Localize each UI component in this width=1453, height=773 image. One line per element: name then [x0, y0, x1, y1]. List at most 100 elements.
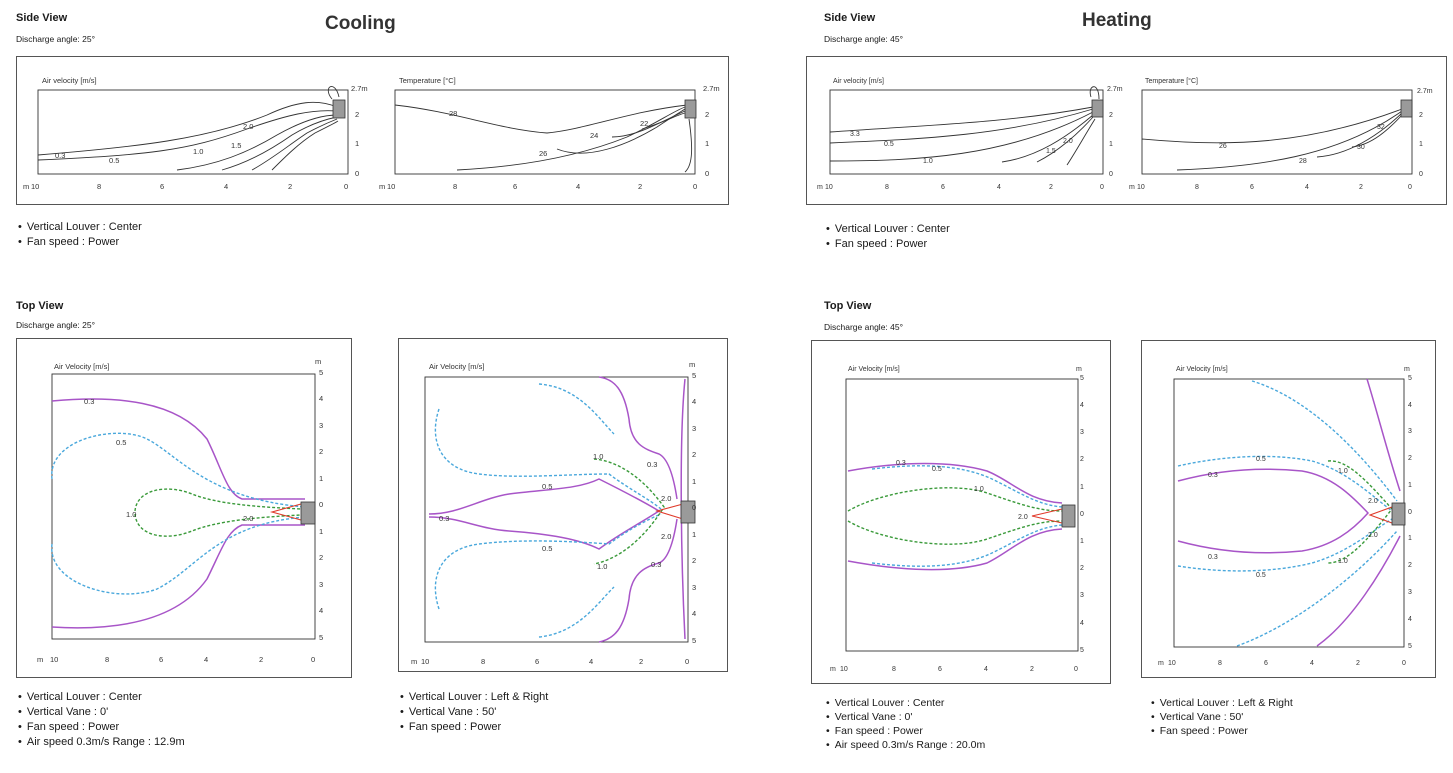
- x-tick: 0: [1402, 660, 1406, 667]
- contour-label: 0.5: [116, 438, 126, 447]
- note-item: Vertical Vane : 0': [18, 705, 185, 720]
- cooling-temp-label: Temperature [°C]: [399, 76, 456, 85]
- heating-mode-title: Heating: [1082, 10, 1152, 31]
- x-tick: 8: [105, 655, 109, 664]
- note-item: Air speed 0.3m/s Range : 20.0m: [826, 738, 986, 752]
- x-tick: 4: [984, 666, 988, 673]
- y-tick: 2: [319, 447, 323, 456]
- note-item: Vertical Vane : 50': [1151, 710, 1293, 724]
- y-tick: 4: [1080, 620, 1084, 627]
- y-tick: 1: [705, 139, 709, 148]
- cooling-velocity-indoor-unit: [332, 99, 346, 119]
- contour-label: 3.3: [850, 131, 860, 138]
- cooling-side-discharge: Discharge angle: 25°: [16, 34, 96, 44]
- indoor-unit: [300, 501, 316, 525]
- y-tick: 2: [692, 556, 696, 565]
- y-tick: 2: [1408, 562, 1412, 569]
- contour-label: 24: [590, 131, 598, 140]
- y-tick: 4: [1408, 402, 1412, 409]
- y-tick: 3: [1408, 589, 1412, 596]
- y-tick: 3: [692, 424, 696, 433]
- x-tick: 4: [576, 182, 580, 191]
- x-unit: m: [817, 184, 823, 191]
- heating-top-right-label: Air Velocity [m/s]: [1176, 366, 1228, 373]
- cooling-side-header: Side View: [16, 12, 68, 24]
- y-tick: 5: [1408, 375, 1412, 382]
- contour-label: 2.0: [1368, 532, 1378, 539]
- heating-temp-height-label: 2.7m: [1417, 88, 1433, 95]
- contour-label: 0.3: [84, 397, 94, 406]
- contour-label: 0.3: [1208, 554, 1218, 561]
- x-tick: 0: [1074, 666, 1078, 673]
- x-tick: 6: [941, 184, 945, 191]
- contour-label: 28: [449, 109, 457, 118]
- x-tick: 0: [311, 655, 315, 664]
- contour-label: 1.0: [974, 486, 984, 493]
- x-unit: m: [1158, 660, 1164, 667]
- y-tick: 1: [1408, 482, 1412, 489]
- cooling-velocity-height-label: 2.7m: [351, 84, 368, 93]
- x-tick: 6: [535, 657, 539, 666]
- indoor-unit: [680, 500, 696, 524]
- contour-label: 30: [1357, 144, 1365, 151]
- note-item: Vertical Vane : 50': [400, 705, 548, 720]
- note-item: Vertical Louver : Left & Right: [1151, 696, 1293, 710]
- x-tick: 4: [589, 657, 593, 666]
- heating-side-discharge: Discharge angle: 45°: [824, 34, 904, 44]
- contour-label: 28: [1299, 158, 1307, 165]
- y-tick: 0: [319, 500, 323, 509]
- x-tick: 2: [1359, 184, 1363, 191]
- y-tick: 1: [319, 527, 323, 536]
- y-unit: m: [315, 357, 321, 366]
- note-item: Fan speed : Power: [826, 237, 950, 252]
- x-tick: 8: [892, 666, 896, 673]
- cooling-top-left-notes: Vertical Louver : Center Vertical Vane :…: [18, 690, 185, 750]
- x-unit: m: [1129, 184, 1135, 191]
- x-tick: 4: [204, 655, 208, 664]
- cooling-top-right-panel: Air Velocity [m/s] 1.0 0.3 0.5 2.0 0.3 2…: [398, 338, 728, 672]
- y-tick: 5: [1408, 643, 1412, 650]
- cooling-top-header: Top View: [16, 300, 64, 312]
- y-tick: 3: [1080, 592, 1084, 599]
- indoor-unit: [1391, 502, 1406, 526]
- contour-label: 0.3: [651, 560, 661, 569]
- y-tick: 2: [1408, 455, 1412, 462]
- y-tick: 0: [1408, 509, 1412, 516]
- y-tick: 3: [319, 421, 323, 430]
- x-tick: 2: [259, 655, 263, 664]
- x-tick: 8: [97, 182, 101, 191]
- x-tick: 10: [840, 666, 848, 673]
- contour-label: 0.5: [542, 544, 552, 553]
- y-tick: 0: [1080, 511, 1084, 518]
- note-item: Vertical Vane : 0': [826, 710, 985, 724]
- x-tick: 0: [1100, 184, 1104, 191]
- contour-label: 1.0: [597, 562, 607, 571]
- x-tick: 2: [639, 657, 643, 666]
- heating-velocity-height-label: 2.7m: [1107, 86, 1123, 93]
- x-tick: 2: [1030, 666, 1034, 673]
- contour-label: 1.5: [1046, 148, 1056, 155]
- note-item: Vertical Louver : Left & Right: [400, 690, 548, 705]
- x-tick: 8: [1195, 184, 1199, 191]
- cooling-top-right-diagram: Air Velocity [m/s] 1.0 0.3 0.5 2.0 0.3 2…: [411, 360, 696, 666]
- contour-label: 0.5: [1256, 572, 1266, 579]
- indoor-unit: [1400, 99, 1413, 118]
- x-tick: 8: [453, 182, 457, 191]
- cooling-side-diagram: Air velocity [m/s] 2.7m 0.3 0.5 1.0 1.5 …: [23, 76, 720, 191]
- heating-top-left-diagram: Air Velocity [m/s] 0.3 0.5 1.0 2.0 m m 1…: [830, 366, 1084, 673]
- y-tick: 1: [1080, 538, 1084, 545]
- contour-label: 1.0: [193, 147, 203, 156]
- contour-label: 26: [1219, 143, 1227, 150]
- y-tick: 4: [319, 606, 323, 615]
- contour-label: 1.0: [1338, 558, 1348, 565]
- note-item: Fan speed : Power: [1151, 724, 1293, 738]
- heating-top-discharge: Discharge angle: 45°: [824, 322, 904, 332]
- x-tick: 6: [1264, 660, 1268, 667]
- x-tick: 10: [387, 182, 395, 191]
- x-tick: 4: [1305, 184, 1309, 191]
- x-tick: 10: [825, 184, 833, 191]
- y-tick: 5: [319, 633, 323, 642]
- contour-label: 2.0: [1368, 498, 1378, 505]
- x-tick: 4: [224, 182, 228, 191]
- x-tick: 2: [288, 182, 292, 191]
